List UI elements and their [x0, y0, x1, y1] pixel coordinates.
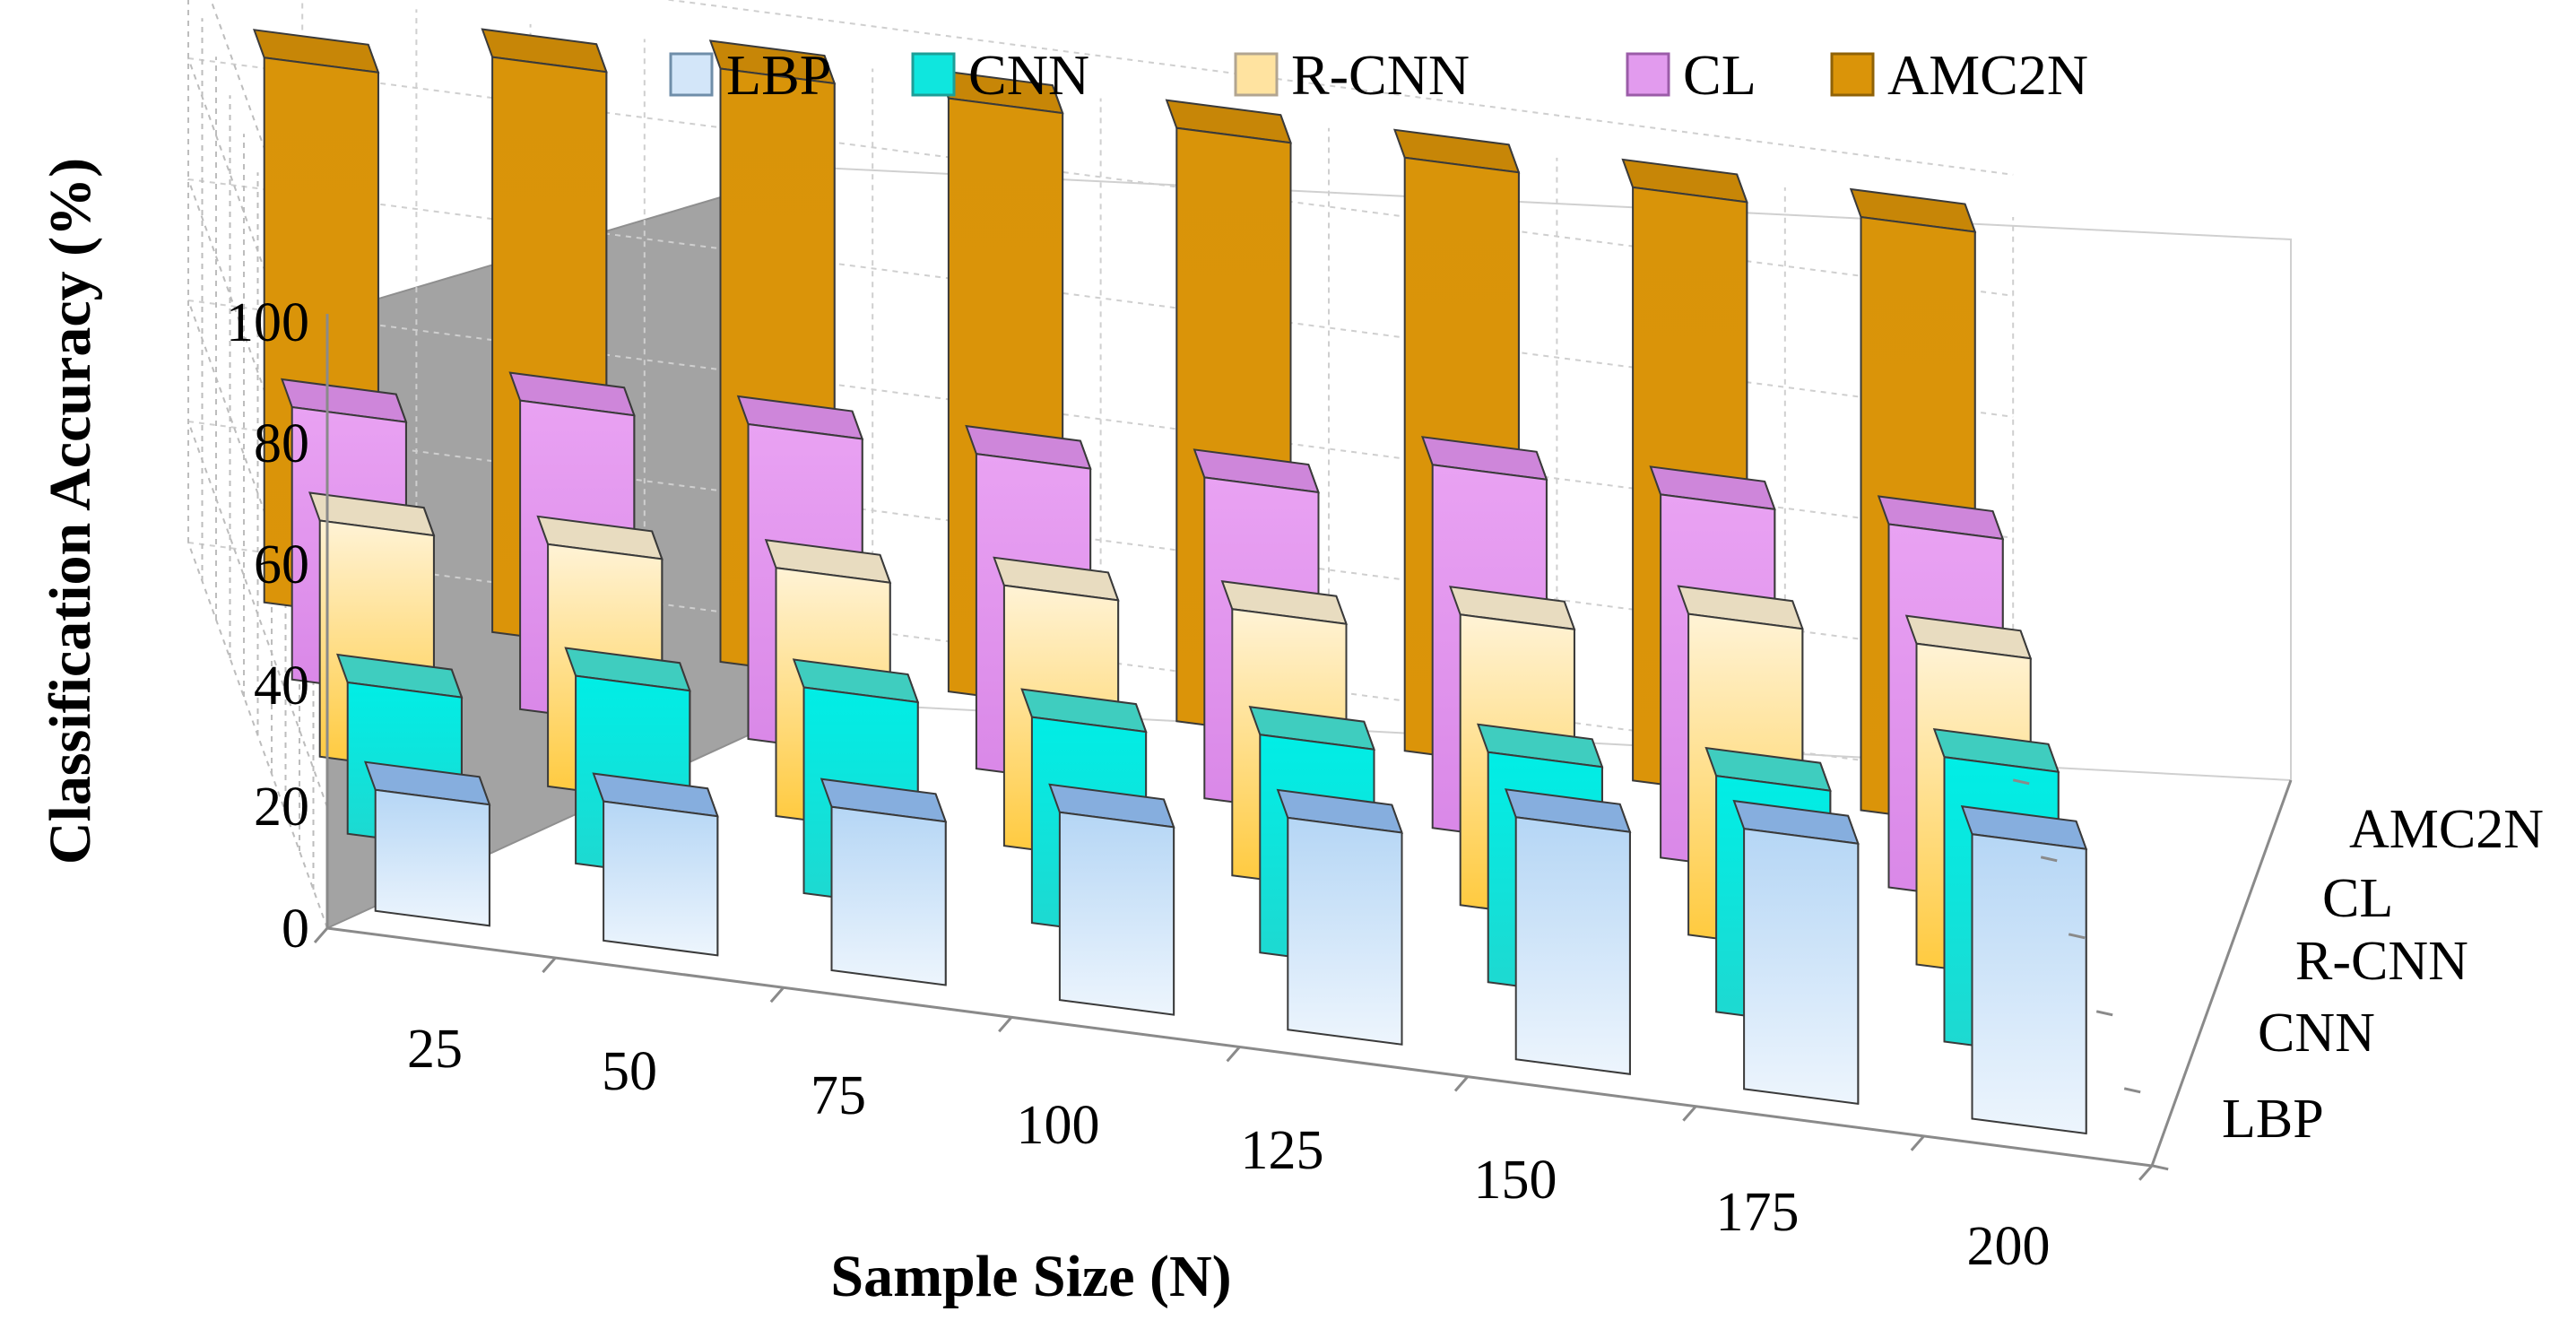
bar-lbp-200 — [1960, 804, 2088, 1135]
y-tick-label-0: 0 — [282, 899, 309, 960]
floor-right-edge — [2150, 779, 2293, 1167]
x-tick-label-100: 100 — [1017, 1095, 1100, 1156]
legend-item-r-cnn: R-CNN — [1234, 43, 1470, 107]
legend-swatch-r-cnn — [1234, 52, 1279, 97]
legend-item-lbp: LBP — [669, 43, 831, 107]
depth-label-amc2n: AMC2N — [2349, 799, 2544, 860]
x-tick-label-125: 125 — [1241, 1120, 1324, 1181]
bar-front — [1058, 811, 1175, 1016]
x-tick-marks — [313, 927, 2154, 1181]
depth-tick — [2068, 933, 2086, 940]
x-tick-label-200: 200 — [1967, 1216, 2051, 1277]
x-tick — [542, 957, 557, 974]
depth-label-cl: CL — [2322, 868, 2393, 929]
bar-lbp-50 — [592, 772, 719, 957]
depth-tick — [2040, 856, 2058, 863]
legend-swatch-cnn — [911, 52, 956, 97]
y-tick-label-40: 40 — [254, 656, 309, 717]
bar-front — [1514, 816, 1631, 1075]
bar-lbp-150 — [1505, 788, 1632, 1075]
legend: LBP CNN R-CNN CL AMC2N — [669, 43, 2088, 107]
y-tick-label-60: 60 — [254, 534, 309, 595]
bar-lbp-25 — [364, 760, 491, 927]
legend-item-amc2n: AMC2N — [1830, 43, 2088, 107]
depth-tick — [2012, 778, 2030, 786]
x-tick-label-25: 25 — [407, 1019, 463, 1080]
y-tick-labels: 0 20 40 60 80 100 — [226, 292, 309, 960]
depth-axis-labels: AMC2N CL R-CNN CNN LBP — [2222, 799, 2544, 1150]
legend-label-cnn: CNN — [968, 43, 1089, 107]
depth-tick — [2095, 1010, 2113, 1017]
y-tick-label-80: 80 — [254, 413, 309, 474]
legend-swatch-cl — [1626, 52, 1670, 97]
legend-label-lbp: LBP — [726, 43, 831, 107]
legend-swatch-amc2n — [1830, 52, 1875, 97]
bar-lbp-125 — [1276, 788, 1403, 1046]
bar-front — [830, 805, 947, 986]
legend-label-cl: CL — [1683, 43, 1756, 107]
bar-front — [1971, 833, 2087, 1135]
depth-tick — [2123, 1087, 2141, 1094]
y-axis-title: Classification Accuracy (%) — [38, 158, 103, 864]
bar-front — [1287, 816, 1403, 1046]
bar-lbp-175 — [1732, 799, 1860, 1106]
depth-label-r-cnn: R-CNN — [2295, 931, 2468, 992]
bars — [253, 28, 2088, 1135]
x-tick — [1910, 1134, 1925, 1151]
x-tick-labels: 25 50 75 100 125 150 175 200 — [407, 1019, 2051, 1277]
legend-swatch-lbp — [669, 52, 714, 97]
x-tick — [769, 986, 785, 1003]
depth-tick-marks — [2012, 778, 2169, 1171]
x-tick-label-75: 75 — [811, 1065, 866, 1126]
bar-front — [1743, 827, 1860, 1106]
x-tick — [1226, 1046, 1241, 1063]
legend-item-cl: CL — [1626, 43, 1756, 107]
x-tick — [1682, 1105, 1697, 1122]
depth-label-lbp: LBP — [2222, 1089, 2324, 1150]
x-tick-label-150: 150 — [1474, 1150, 1557, 1211]
x-tick — [2138, 1164, 2154, 1181]
legend-item-cnn: CNN — [911, 43, 1089, 107]
x-tick — [1453, 1075, 1470, 1092]
x-tick-label-50: 50 — [602, 1041, 657, 1102]
y-tick-label-20: 20 — [254, 777, 309, 838]
x-tick-label-175: 175 — [1716, 1182, 1800, 1243]
x-axis-title: Sample Size (N) — [830, 1244, 1231, 1309]
bar-front — [374, 788, 490, 927]
x-tick — [998, 1016, 1013, 1033]
depth-label-cnn: CNN — [2258, 1003, 2375, 1064]
bar-lbp-75 — [820, 777, 948, 986]
legend-label-r-cnn: R-CNN — [1291, 43, 1470, 107]
y-tick-label-100: 100 — [226, 292, 309, 353]
bar-front — [603, 800, 719, 957]
bar-lbp-100 — [1048, 783, 1175, 1016]
legend-label-amc2n: AMC2N — [1887, 43, 2088, 107]
x-tick — [313, 927, 329, 943]
depth-tick — [2151, 1164, 2169, 1171]
